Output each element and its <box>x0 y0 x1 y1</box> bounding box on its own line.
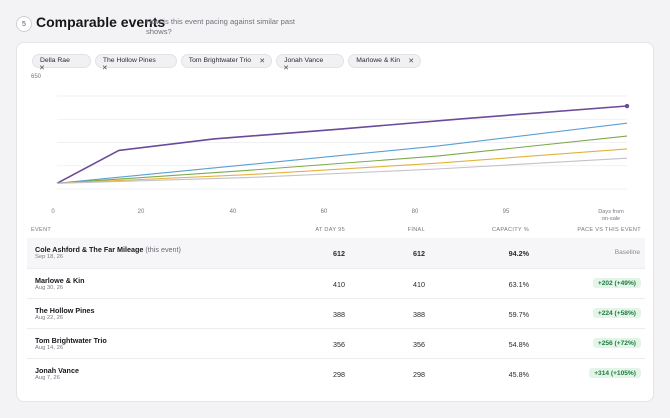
event-date: Sep 18, 26 <box>35 254 64 260</box>
event-date: Aug 7, 26 <box>35 375 60 381</box>
x-tick-label: 40 <box>230 209 237 215</box>
at-day-value: 612 <box>333 249 345 258</box>
at-day-value: 388 <box>333 310 345 319</box>
remove-chip-icon[interactable]: ✕ <box>39 65 45 72</box>
series-end-marker <box>624 103 630 109</box>
header-event: Event <box>31 227 52 233</box>
header-capacity: Capacity % <box>492 227 529 233</box>
final-value: 298 <box>413 370 425 379</box>
capacity-value: 63.1% <box>508 280 529 289</box>
y-axis-top-label: 650 <box>31 74 42 80</box>
x-axis-label: Days from <box>598 209 624 215</box>
header-pace: Pace vs this event <box>577 227 641 233</box>
pace-badge: +224 (+58%) <box>592 308 641 318</box>
series-line-4 <box>56 157 628 184</box>
final-value: 410 <box>413 280 425 289</box>
series-line-2 <box>56 135 628 184</box>
event-name: Jonah Vance <box>35 366 79 375</box>
final-value: 356 <box>413 340 425 349</box>
table-row[interactable]: Jonah Vance Aug 7, 26 298 298 45.8% +314… <box>27 358 645 388</box>
series-line-0 <box>56 105 628 185</box>
table-row[interactable]: Marlowe & Kin Aug 30, 26 410 410 63.1% +… <box>27 268 645 298</box>
chip-label: Marlowe & Kin <box>356 57 401 64</box>
event-date: Aug 22, 26 <box>35 315 64 321</box>
capacity-value: 94.2% <box>508 249 529 258</box>
header-final: Final <box>407 227 425 233</box>
section-subtitle: How is this event pacing against similar… <box>146 17 295 36</box>
chip-tom-brightwater-trio: Tom Brightwater Trio ✕ <box>180 54 273 68</box>
event-date: Aug 14, 26 <box>35 345 64 351</box>
chip-jonah-vance: Jonah Vance ✕ <box>276 54 345 72</box>
capacity-value: 59.7% <box>508 310 529 319</box>
chip-marlowe-and-kin: Marlowe & Kin ✕ <box>348 54 422 68</box>
table-row[interactable]: Tom Brightwater Trio Aug 14, 26 356 356 … <box>27 328 645 358</box>
pace-badge: +202 (+49%) <box>592 278 641 288</box>
this-event-note: (this event) <box>145 245 181 254</box>
comparable-events-card: Della Rae ✕ The Hollow Pines ✕ Tom Brigh… <box>16 42 654 402</box>
section-title: Comparable events <box>36 14 166 30</box>
pace-baseline-label: Baseline <box>614 249 640 256</box>
x-tick-label: 0 <box>51 209 55 215</box>
step-number-badge: 5 <box>16 16 32 32</box>
x-tick-label: 80 <box>412 209 419 215</box>
at-day-value: 356 <box>333 340 345 349</box>
x-tick-label: 60 <box>321 209 328 215</box>
table-header: Event At day 95 Final Capacity % Pace vs… <box>17 225 653 237</box>
chip-label: Della Rae <box>40 57 70 64</box>
chart-series <box>56 103 630 185</box>
chip-label: The Hollow Pines <box>102 57 156 64</box>
event-date: Aug 30, 26 <box>35 285 64 291</box>
chip-della-rae: Della Rae ✕ <box>32 54 91 72</box>
chip-label: Tom Brightwater Trio <box>188 57 252 64</box>
x-axis-label: on-sale <box>602 216 620 222</box>
event-name: Cole Ashford & The Far Mileage <box>35 245 144 254</box>
chart-grid <box>57 95 627 190</box>
event-name: Tom Brightwater Trio <box>35 336 107 345</box>
x-tick-label: 20 <box>138 209 145 215</box>
at-day-value: 298 <box>333 370 345 379</box>
table-row[interactable]: The Hollow Pines Aug 22, 26 388 388 59.7… <box>27 298 645 328</box>
capacity-value: 54.8% <box>508 340 529 349</box>
series-line-1 <box>56 122 628 184</box>
event-name: The Hollow Pines <box>35 306 95 315</box>
chip-the-hollow-pines: The Hollow Pines ✕ <box>94 54 177 72</box>
remove-chip-icon[interactable]: ✕ <box>408 58 415 65</box>
event-name: Marlowe & Kin <box>35 276 85 285</box>
header-at-day: At day 95 <box>315 227 345 233</box>
pace-badge: +314 (+105%) <box>589 368 641 378</box>
x-tick-label: 95 <box>503 209 510 215</box>
pace-badge: +256 (+72%) <box>592 338 641 348</box>
final-value: 388 <box>413 310 425 319</box>
remove-chip-icon[interactable]: ✕ <box>259 58 266 65</box>
final-value: 612 <box>413 249 425 258</box>
remove-chip-icon[interactable]: ✕ <box>101 65 108 72</box>
at-day-value: 410 <box>333 280 345 289</box>
table-row[interactable]: Cole Ashford & The Far Mileage (this eve… <box>27 238 645 268</box>
remove-chip-icon[interactable]: ✕ <box>283 65 289 72</box>
capacity-value: 45.8% <box>508 370 529 379</box>
series-line-3 <box>56 148 628 184</box>
comparison-chips: Della Rae ✕ The Hollow Pines ✕ Tom Brigh… <box>32 54 422 72</box>
chip-label: Jonah Vance <box>284 57 324 64</box>
